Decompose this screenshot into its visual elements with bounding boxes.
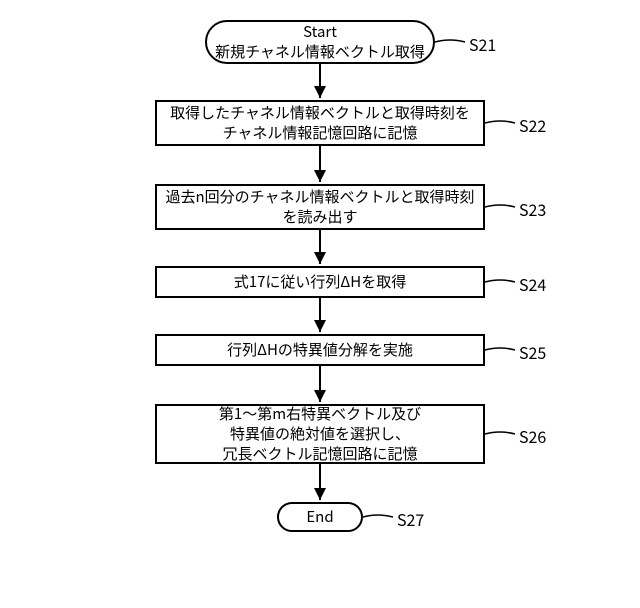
- flow-node-s25: 行列ΔHの特異値分解を実施: [155, 334, 485, 366]
- flow-node-text: 第1～第m右特異ベクトル及び: [219, 404, 421, 424]
- step-label-s23: S23: [519, 197, 546, 221]
- step-label-s21: S21: [469, 32, 496, 56]
- step-label-s25: S25: [519, 340, 546, 364]
- flowchart-canvas: Start新規チャネル情報ベクトル取得 S21 取得したチャネル情報ベクトルと取得時…: [0, 0, 640, 608]
- flow-node-text: 式17に従い行列ΔHを取得: [234, 272, 406, 292]
- flow-node-text: 行列ΔHの特異値分解を実施: [227, 340, 413, 360]
- flow-node-s24: 式17に従い行列ΔHを取得: [155, 266, 485, 298]
- step-label-s27: S27: [397, 507, 424, 531]
- flow-node-text: 過去n回分のチャネル情報ベクトルと取得時刻: [165, 187, 474, 207]
- step-label-s22: S22: [519, 113, 546, 137]
- flow-node-s27: End: [277, 502, 363, 532]
- flow-node-text: チャネル情報記憶回路に記憶: [223, 123, 418, 143]
- flow-node-text: を読み出す: [282, 207, 357, 227]
- step-label-s24: S24: [519, 272, 546, 296]
- flow-node-text: 冗長ベクトル記憶回路に記憶: [222, 444, 417, 464]
- flow-node-text: 取得したチャネル情報ベクトルと取得時刻を: [170, 103, 470, 123]
- flow-node-s21: Start新規チャネル情報ベクトル取得: [205, 20, 435, 64]
- flow-node-text: Start: [303, 22, 337, 42]
- flow-node-s22: 取得したチャネル情報ベクトルと取得時刻をチャネル情報記憶回路に記憶: [155, 100, 485, 146]
- flow-node-text: End: [306, 507, 333, 527]
- flow-node-s26: 第1～第m右特異ベクトル及び特異値の絶対値を選択し、冗長ベクトル記憶回路に記憶: [155, 404, 485, 464]
- flow-node-text: 特異値の絶対値を選択し、: [230, 424, 410, 444]
- flow-node-s23: 過去n回分のチャネル情報ベクトルと取得時刻を読み出す: [155, 184, 485, 230]
- flow-node-text: 新規チャネル情報ベクトル取得: [215, 42, 425, 62]
- step-label-s26: S26: [519, 424, 546, 448]
